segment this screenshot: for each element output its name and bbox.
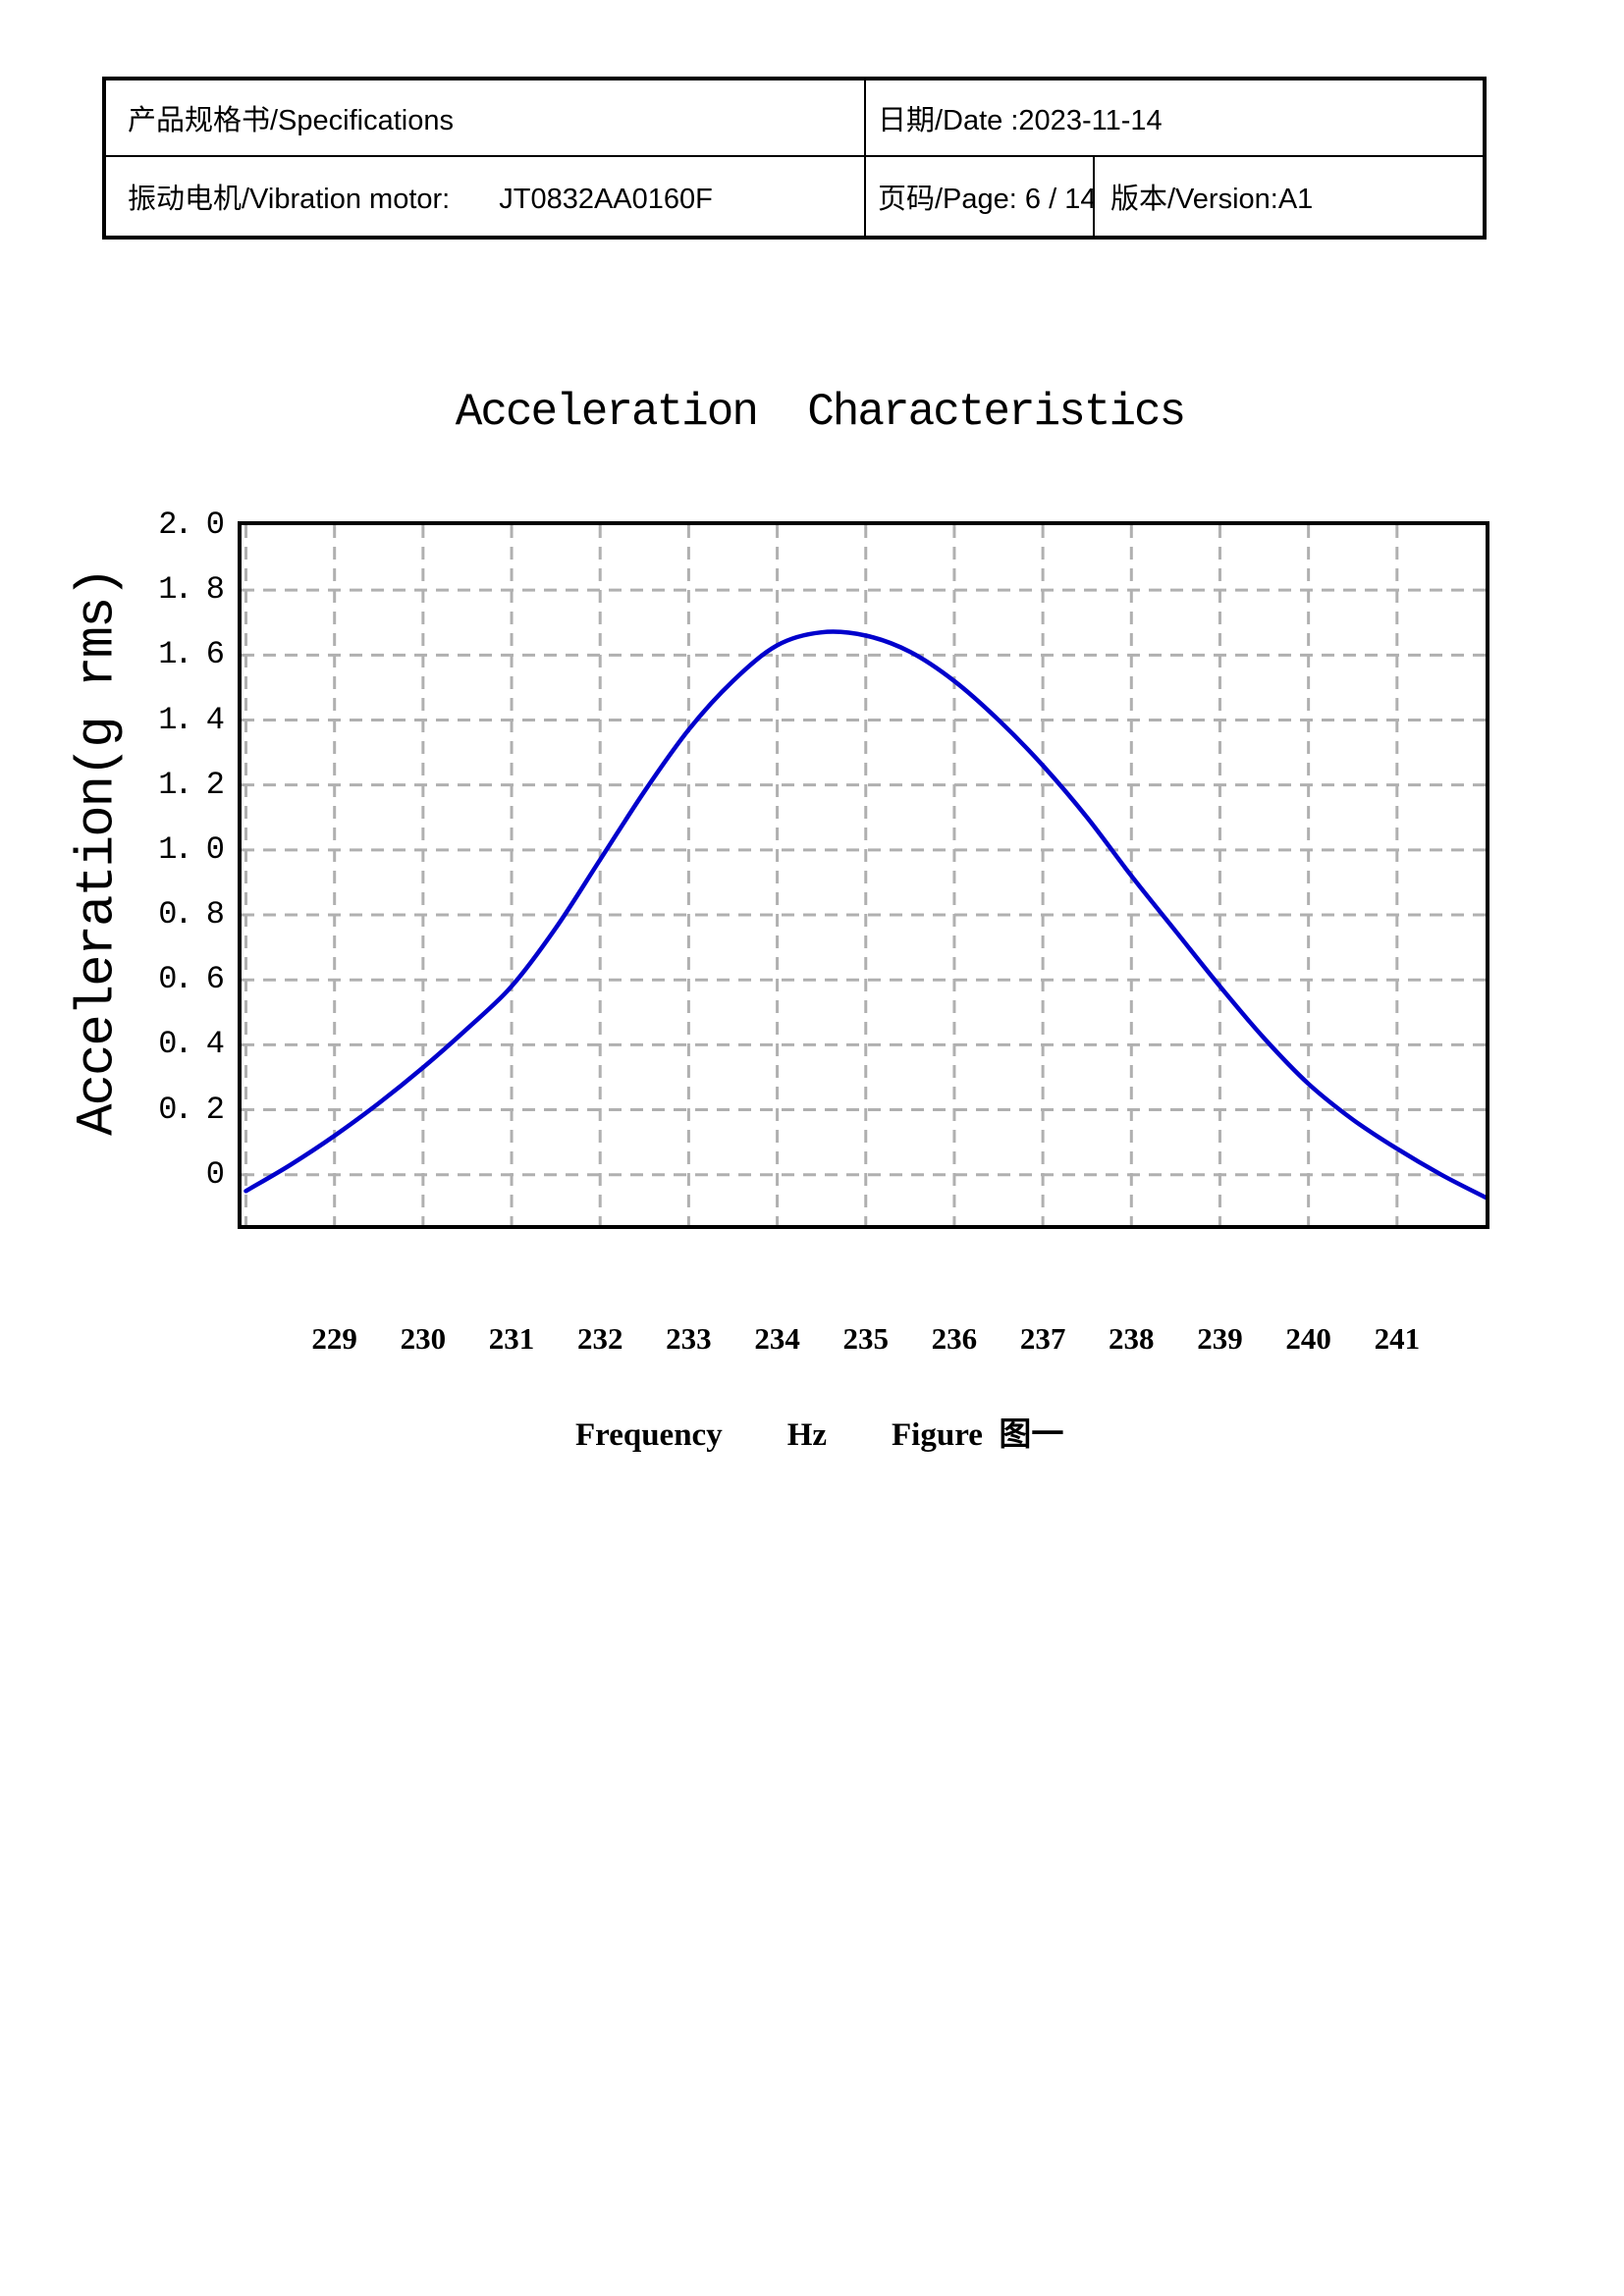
y-tick-label: 2. 0 bbox=[158, 507, 225, 543]
x-tick-label: 236 bbox=[931, 1321, 978, 1356]
version-label: 版本/Version:A1 bbox=[1110, 184, 1314, 215]
y-tick-label: 0 bbox=[205, 1155, 225, 1193]
date-cell: 日期/Date :2023-11-14 bbox=[864, 78, 1486, 157]
x-tick-label: 239 bbox=[1197, 1321, 1243, 1356]
header-row-2: 振动电机/Vibration motor: JT0832AA0160F 页码/Pa… bbox=[103, 155, 1486, 239]
chart-title: Acceleration Characteristics bbox=[455, 387, 1187, 438]
specs-label: 产品规格书/Specifications bbox=[128, 105, 454, 136]
y-tick-label: 1. 2 bbox=[158, 766, 225, 803]
x-tick-label: 235 bbox=[842, 1321, 890, 1356]
motor-cell: 振动电机/Vibration motor: JT0832AA0160F bbox=[103, 155, 866, 239]
x-tick-label: 240 bbox=[1285, 1321, 1331, 1356]
header-row-1: 产品规格书/Specifications 日期/Date :2023-11-14 bbox=[103, 78, 1486, 157]
acceleration-curve bbox=[244, 629, 1486, 1201]
date-label: 日期/Date :2023-11-14 bbox=[878, 105, 1163, 136]
x-tick-label: 234 bbox=[754, 1321, 800, 1356]
specs-cell: 产品规格书/Specifications bbox=[103, 78, 866, 157]
x-tick-label: 232 bbox=[576, 1321, 623, 1356]
motor-label: 振动电机/Vibration motor: bbox=[128, 184, 451, 215]
x-tick-label: 241 bbox=[1374, 1321, 1421, 1356]
version-cell: 版本/Version:A1 bbox=[1093, 155, 1486, 239]
header-table: 产品规格书/Specifications 日期/Date :2023-11-14… bbox=[102, 77, 1487, 240]
chart-canvas bbox=[242, 525, 1486, 1225]
x-tick-label: 229 bbox=[311, 1321, 357, 1356]
plot-area bbox=[238, 521, 1489, 1229]
x-tick-label: 231 bbox=[488, 1321, 535, 1356]
y-tick-label: 0. 8 bbox=[158, 896, 225, 934]
x-tick-label: 237 bbox=[1019, 1321, 1066, 1356]
y-tick-label: 1. 4 bbox=[158, 701, 225, 738]
x-tick-label: 230 bbox=[400, 1321, 447, 1356]
y-tick-label: 1. 6 bbox=[158, 636, 225, 673]
y-tick-label: 0. 4 bbox=[158, 1026, 225, 1063]
motor-model: JT0832AA0160F bbox=[499, 184, 713, 215]
y-tick-label: 1. 0 bbox=[158, 830, 225, 868]
page-cell: 页码/Page: 6 / 14 bbox=[864, 155, 1095, 239]
y-tick-label: 0. 2 bbox=[158, 1091, 225, 1128]
y-tick-label: 0. 6 bbox=[158, 961, 225, 998]
x-axis-caption: Frequency Hz Figure 图一 bbox=[575, 1417, 1064, 1453]
page-label: 页码/Page: 6 / 14 bbox=[878, 184, 1094, 215]
y-tick-label: 1. 8 bbox=[158, 571, 225, 609]
x-tick-label: 233 bbox=[666, 1321, 712, 1356]
x-tick-label: 238 bbox=[1109, 1321, 1155, 1356]
